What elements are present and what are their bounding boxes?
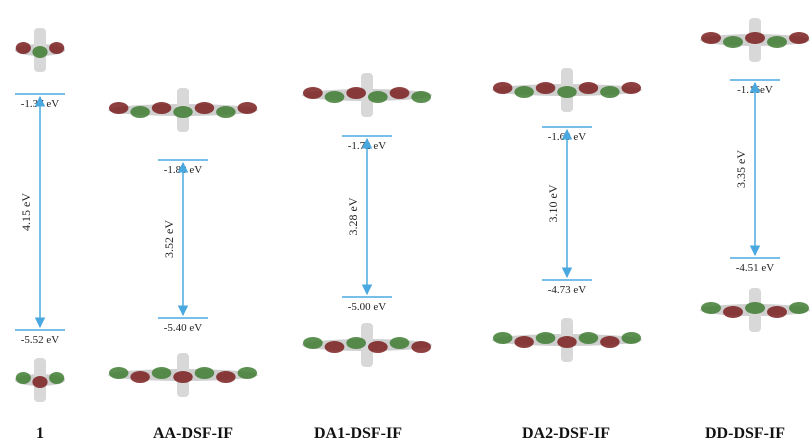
- orbital-lobe: [49, 372, 65, 384]
- homo-label: -4.51 eV: [736, 262, 775, 274]
- orbital-lobe: [15, 42, 31, 54]
- orbital-lobe: [578, 82, 599, 94]
- orbital-lobe: [389, 337, 410, 349]
- orbital-lobe: [173, 106, 193, 118]
- orbital-lobe: [324, 341, 345, 353]
- orbital-lobe: [492, 82, 513, 94]
- orbital-lobe: [108, 367, 129, 379]
- orbital-lobe: [411, 341, 432, 353]
- gap-label: 3.52 eV: [162, 220, 176, 258]
- orbital-lobe: [557, 336, 577, 348]
- molecule-substituent: [361, 73, 373, 117]
- gap-label: 3.28 eV: [346, 197, 360, 235]
- molecule: [492, 68, 642, 112]
- orbital-lobe: [130, 371, 150, 383]
- orbital-lobe: [324, 91, 345, 103]
- orbital-lobe: [151, 102, 172, 114]
- orbital-lobe: [745, 32, 765, 44]
- orbital-lobe: [346, 87, 367, 99]
- orbital-lobe: [173, 371, 193, 383]
- orbital-lobe: [621, 82, 642, 94]
- orbital-lobe: [723, 36, 743, 48]
- orbital-lobe: [535, 82, 556, 94]
- compound-name: 1: [36, 425, 44, 442]
- orbital-lobe: [535, 332, 556, 344]
- orbital-lobe: [389, 87, 410, 99]
- molecule: [700, 288, 810, 332]
- compound-name: DA1-DSF-IF: [314, 425, 402, 442]
- orbital-lobe: [789, 32, 809, 44]
- molecule: [108, 88, 258, 132]
- gap-label: 3.10 eV: [546, 184, 560, 222]
- orbital-lobe: [701, 32, 721, 44]
- orbital-lobe: [514, 86, 534, 98]
- homo-label: -4.73 eV: [548, 284, 587, 296]
- orbital-lobe: [492, 332, 513, 344]
- orbital-lobe: [237, 102, 258, 114]
- molecule: [492, 318, 642, 362]
- orbital-lobe: [302, 337, 323, 349]
- orbital-lobe: [723, 306, 743, 318]
- homo-label: -5.40 eV: [164, 322, 203, 334]
- orbital-lobe: [151, 367, 172, 379]
- orbital-lobe: [767, 306, 787, 318]
- orbital-lobe: [32, 376, 48, 388]
- orbital-lobe: [367, 341, 388, 353]
- orbital-lobe: [514, 336, 534, 348]
- orbital-lobe: [194, 367, 215, 379]
- gap-label: 3.35 eV: [734, 150, 748, 188]
- molecule: [302, 73, 432, 117]
- molecule: [15, 28, 65, 72]
- orbital-lobe: [216, 106, 236, 118]
- homo-label: -5.00 eV: [348, 301, 387, 313]
- orbital-lobe: [108, 102, 129, 114]
- orbital-lobe: [32, 46, 48, 58]
- orbital-lobe: [767, 36, 787, 48]
- orbital-lobe: [411, 91, 432, 103]
- orbital-lobe: [745, 302, 765, 314]
- orbital-lobe: [15, 372, 31, 384]
- homo-label: -5.52 eV: [21, 334, 60, 346]
- orbital-lobe: [600, 336, 620, 348]
- orbital-lobe: [557, 86, 577, 98]
- compound-name: AA-DSF-IF: [153, 425, 233, 442]
- gap-label: 4.15 eV: [19, 193, 33, 231]
- orbital-lobe: [194, 102, 215, 114]
- orbital-lobe: [600, 86, 620, 98]
- molecule: [15, 358, 65, 402]
- molecule: [700, 18, 810, 62]
- molecule-substituent: [361, 323, 373, 367]
- orbital-lobe: [578, 332, 599, 344]
- orbital-lobe: [346, 337, 367, 349]
- orbital-lobe: [621, 332, 642, 344]
- orbital-lobe: [49, 42, 65, 54]
- compound-name: DA2-DSF-IF: [522, 425, 610, 442]
- orbital-lobe: [302, 87, 323, 99]
- orbital-lobe: [367, 91, 388, 103]
- compound-name: DD-DSF-IF: [705, 425, 785, 442]
- orbital-lobe: [237, 367, 258, 379]
- orbital-lobe: [701, 302, 721, 314]
- orbital-lobe: [789, 302, 809, 314]
- orbital-lobe: [216, 371, 236, 383]
- molecule: [302, 323, 432, 367]
- orbital-lobe: [130, 106, 150, 118]
- molecule: [108, 353, 258, 397]
